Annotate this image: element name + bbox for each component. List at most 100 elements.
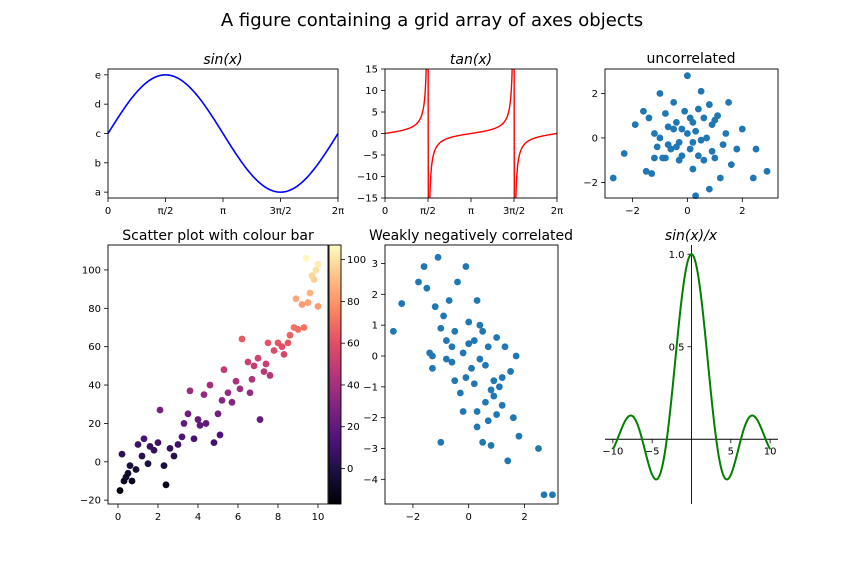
colorbar-tick-label: 0 <box>347 464 353 475</box>
weakly-correlated-point <box>498 401 506 409</box>
tan-xtick-label: 3π/2 <box>503 206 525 217</box>
colourbar-scatter-point <box>264 339 272 347</box>
colorbar-tick-label: 40 <box>347 380 360 391</box>
tan-xtick-label: 0 <box>382 206 388 217</box>
uncorrelated-point <box>711 116 719 124</box>
uncorrelated-point <box>692 127 700 135</box>
uncorrelated-point <box>656 90 664 97</box>
weakly-correlated-point <box>498 374 506 381</box>
colourbar-scatter-point <box>220 366 228 374</box>
colourbar-scatter-xtick-label: 2 <box>155 512 161 523</box>
uncorrelated-point <box>705 185 713 193</box>
tan-series-line <box>385 69 557 198</box>
axes-uncorrelated-title: uncorrelated <box>646 51 735 67</box>
uncorrelated-point <box>683 72 691 80</box>
weakly-correlated-point <box>429 364 436 372</box>
colourbar-scatter-point <box>306 289 314 297</box>
axes-tan: tan(x) 0 π/2 π 3π/2 2π 15 10 5 0 −5 −10 −15 <box>357 52 563 217</box>
weakly-correlated-point <box>479 438 487 446</box>
colourbar-scatter-point <box>260 368 268 376</box>
colourbar-scatter-point <box>216 431 224 439</box>
uncorrelated-point <box>711 154 719 162</box>
uncorrelated-point <box>694 152 702 160</box>
weakly-correlated-point <box>465 340 473 348</box>
colourbar-scatter-point <box>132 466 140 473</box>
colourbar-scatter-point <box>178 433 186 441</box>
uncorrelated-point <box>694 105 702 113</box>
colourbar-scatter-point <box>254 354 262 362</box>
axes-weakly-correlated: Weakly negatively correlated −2 0 23210−1−… <box>363 228 573 523</box>
sinc-xtick-label: −10 <box>602 446 623 457</box>
uncorrelated-point <box>656 134 664 142</box>
colourbar-scatter-ytick-label: 0 <box>95 457 101 468</box>
colourbar-scatter-point <box>224 389 232 397</box>
axes-sinc-title: sin(x)/x <box>665 228 718 244</box>
sin-xtick-label: π/2 <box>158 206 174 217</box>
sin-ytick-label: c <box>96 129 102 140</box>
colorbar-tick-label: 20 <box>347 422 360 433</box>
weakly-correlated-point <box>459 408 467 415</box>
uncorrelated-point <box>689 165 697 173</box>
colourbar-scatter-point <box>302 255 310 262</box>
colorbar: 100 80 60 40 20 0 <box>328 244 366 505</box>
uncorrelated-point <box>640 107 647 115</box>
colourbar-scatter-xtick-label: 10 <box>312 512 325 523</box>
tan-ytick-label: 15 <box>365 65 378 76</box>
weakly-correlated-point <box>482 361 489 369</box>
colourbar-scatter-ytick-label: 80 <box>88 304 101 315</box>
weakly-correlated-xtick-label: 0 <box>466 512 472 523</box>
uncorrelated-point <box>648 170 656 177</box>
uncorrelated-xtick-label: −2 <box>625 206 640 217</box>
axes-tan-frame <box>384 68 558 199</box>
colourbar-scatter-point <box>190 435 198 443</box>
weakly-correlated-point <box>462 263 470 270</box>
tan-xtick-label: π <box>468 206 474 217</box>
uncorrelated-ytick-label: 2 <box>592 89 598 100</box>
tan-ytick-label: 0 <box>372 129 378 140</box>
colorbar-frame <box>328 244 342 505</box>
colourbar-scatter-point <box>206 381 214 389</box>
weakly-correlated-point <box>487 386 495 394</box>
weakly-correlated-point <box>462 374 470 381</box>
colourbar-scatter-ytick-label: 60 <box>88 342 101 353</box>
axes-sinc: sin(x)/x −10 −5 5 101.00.5 <box>602 228 778 504</box>
axes-colourbar-scatter-ticks: 0 2 4 6 8 10 100 80 60 40 20 0 −20 <box>80 265 324 523</box>
uncorrelated-point <box>651 154 658 162</box>
weakly-correlated-point <box>515 432 523 440</box>
weakly-correlated-point <box>512 352 520 360</box>
uncorrelated-point <box>642 167 650 175</box>
weakly-correlated-point <box>479 327 487 335</box>
colourbar-scatter-point <box>196 421 204 429</box>
colourbar-scatter-point <box>238 335 246 343</box>
weakly-correlated-point <box>454 278 461 286</box>
axes-uncorrelated: uncorrelated −2 0 2 2 0 −2 <box>583 51 779 217</box>
axes-sin-ticks: 0 π/2 π 3π/2 2π a b c d e <box>95 70 345 217</box>
colourbar-scatter-point <box>250 362 258 370</box>
uncorrelated-point <box>719 141 727 149</box>
uncorrelated-point <box>653 143 661 151</box>
weakly-correlated-point <box>476 355 484 363</box>
uncorrelated-point <box>681 107 689 115</box>
uncorrelated-point <box>733 145 741 153</box>
uncorrelated-point <box>697 136 705 144</box>
uncorrelated-point <box>686 145 694 153</box>
sinc-xtick-label: 10 <box>764 446 777 457</box>
colourbar-scatter-point <box>270 347 278 354</box>
weakly-correlated-point <box>487 442 495 449</box>
colourbar-scatter-ytick-label: 20 <box>88 419 101 430</box>
weakly-correlated-point <box>440 312 447 320</box>
weakly-correlated-point <box>470 337 478 344</box>
sin-xtick-label: π <box>220 206 226 217</box>
colorbar-tick-label: 100 <box>347 255 366 266</box>
uncorrelated-point <box>689 138 697 146</box>
tan-ytick-label: −10 <box>357 172 378 183</box>
weakly-correlated-point <box>507 368 514 375</box>
uncorrelated-point <box>700 156 708 164</box>
axes-uncorrelated-ticks: −2 0 2 2 0 −2 <box>583 89 745 217</box>
uncorrelated-point <box>727 161 735 169</box>
colourbar-scatter-point <box>300 324 308 331</box>
axes-weakly-correlated-ticks: −2 0 2 3 2 1 0 −1 −2 −3 −4 <box>363 259 527 523</box>
colourbar-scatter-point <box>218 397 226 404</box>
uncorrelated-point <box>749 174 757 182</box>
uncorrelated-point <box>620 150 628 157</box>
